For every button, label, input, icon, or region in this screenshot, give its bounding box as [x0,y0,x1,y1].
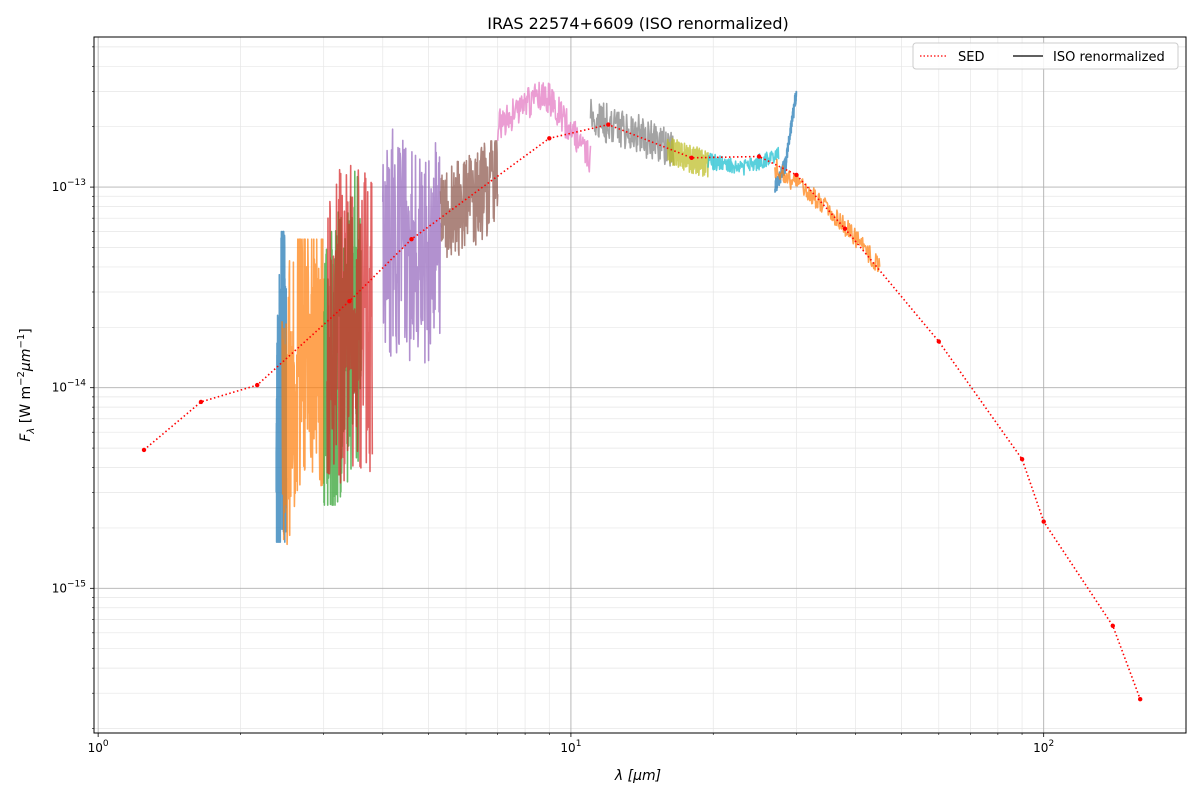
iso-segment-5 [439,140,499,259]
sed-point [255,382,260,388]
y-axis-label: Fλ [W m−2μm−1] [16,328,37,441]
y-label-end: ] [18,328,34,333]
x-tick-base: 10 [1033,741,1048,755]
legend-box [912,42,1179,70]
y-tick-base: 10 [52,180,67,194]
y-tick-label: 10−14 [52,379,87,395]
sed-point [141,447,147,453]
iso-segment-1 [281,238,325,546]
y-tick-exp: −13 [67,178,86,188]
iso-segment-0 [275,230,288,543]
iso-segment-10 [774,90,798,193]
legend-iso-label: ISO renormalized [1053,50,1165,65]
sed-point [347,299,352,304]
y-tick-label: 10−15 [52,579,86,595]
iso-segment-7 [589,98,675,167]
iso-segment-8 [666,137,709,178]
x-tick-exp: 1 [576,739,582,749]
y-label-unit: [W m [18,386,34,428]
y-label-exp2: −1 [16,334,27,349]
iso-spectra [275,81,881,546]
plot-frame [93,36,1187,734]
sed-point [606,122,611,127]
iso-segment-6 [496,81,592,173]
legend-sed-label: SED [958,50,984,65]
y-tick-exp: −15 [67,579,86,589]
sed-point [547,136,552,141]
sed-point [198,399,204,405]
x-axis-ticks: 100 101 102 [88,733,1054,755]
iso-segment-11 [774,158,881,273]
y-label-mid: μm [18,349,34,373]
y-tick-base: 10 [52,581,67,595]
sed-point [1019,457,1025,462]
x-axis-label: λ [μm] [614,768,661,784]
y-label-exp1: −2 [16,371,27,386]
x-tick-label: 101 [560,739,581,755]
sed-line [143,123,1141,700]
iso-segment-9 [707,146,780,176]
x-tick-exp: 2 [1048,739,1054,749]
legend: SED ISO renormalized [912,42,1179,70]
sed-point [842,226,848,231]
y-label-sub: λ [26,428,37,435]
sed-point [1041,519,1046,524]
major-grid [94,37,1186,733]
sed-point [936,339,941,344]
y-tick-label: 10−13 [52,178,86,194]
x-tick-base: 10 [88,741,103,755]
sed-point [689,155,694,160]
x-tick-base: 10 [560,741,575,755]
y-tick-exp: −14 [67,379,86,389]
x-tick-label: 102 [1033,739,1054,755]
chart-title: IRAS 22574+6609 (ISO renormalized) [487,14,789,33]
y-tick-base: 10 [52,381,67,395]
sed-series [141,122,1143,702]
iso-segment-3 [326,164,374,484]
sed-point [794,172,799,178]
sed-point [1110,623,1116,628]
sed-point [756,154,762,159]
x-tick-exp: 0 [103,739,109,749]
sed-point [409,237,414,242]
iso-segment-4 [382,128,442,364]
x-tick-label: 100 [88,739,109,755]
sed-point [1138,697,1143,702]
y-label-main: F [18,433,34,442]
